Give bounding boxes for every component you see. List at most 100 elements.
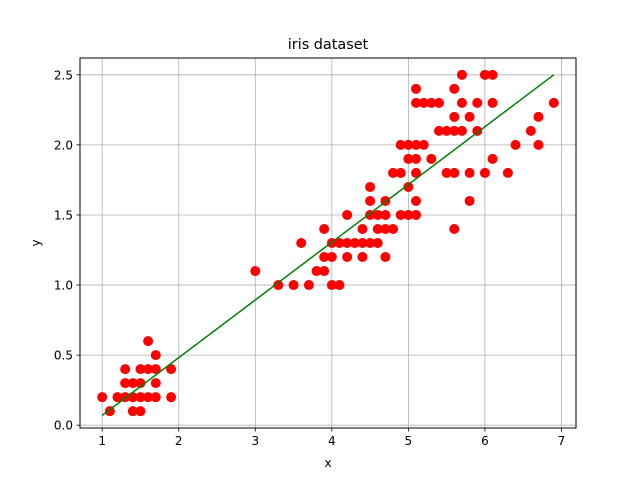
data-point bbox=[365, 181, 376, 192]
data-point bbox=[319, 252, 330, 263]
x-tick-label: 6 bbox=[481, 434, 489, 448]
data-point bbox=[464, 195, 475, 206]
data-point bbox=[273, 280, 284, 291]
data-point bbox=[150, 350, 161, 361]
data-point bbox=[250, 266, 261, 277]
data-point bbox=[411, 195, 422, 206]
data-point bbox=[533, 139, 544, 150]
data-point bbox=[104, 406, 115, 417]
data-point bbox=[456, 125, 467, 136]
data-point bbox=[380, 252, 391, 263]
data-point bbox=[365, 195, 376, 206]
data-point bbox=[357, 252, 368, 263]
data-point bbox=[319, 223, 330, 234]
data-point bbox=[120, 378, 131, 389]
data-point bbox=[150, 364, 161, 375]
y-tick-label: 2.0 bbox=[54, 138, 73, 152]
fit-line bbox=[101, 74, 555, 416]
data-point bbox=[456, 97, 467, 108]
data-point bbox=[411, 209, 422, 220]
data-point bbox=[143, 392, 154, 403]
data-point bbox=[166, 392, 177, 403]
data-point bbox=[166, 364, 177, 375]
data-point bbox=[150, 392, 161, 403]
data-point bbox=[403, 153, 414, 164]
y-tick-label: 1.5 bbox=[54, 208, 73, 222]
data-point bbox=[548, 97, 559, 108]
data-point bbox=[464, 111, 475, 122]
data-point bbox=[326, 252, 337, 263]
data-point bbox=[510, 139, 521, 150]
data-point bbox=[472, 97, 483, 108]
x-tick-label: 5 bbox=[405, 434, 413, 448]
fit-line-group bbox=[101, 74, 555, 416]
data-point bbox=[487, 153, 498, 164]
data-point bbox=[449, 125, 460, 136]
data-point bbox=[127, 406, 138, 417]
data-point bbox=[487, 97, 498, 108]
data-point bbox=[411, 83, 422, 94]
data-point bbox=[357, 223, 368, 234]
data-point bbox=[357, 238, 368, 248]
data-point bbox=[418, 97, 429, 108]
y-tick-label: 1.0 bbox=[54, 279, 73, 293]
data-point bbox=[342, 238, 353, 248]
data-point bbox=[311, 266, 322, 277]
data-point bbox=[97, 392, 108, 403]
data-point bbox=[479, 69, 490, 80]
x-axis-ticks: 1 2 3 4 5 6 7 bbox=[98, 428, 565, 448]
data-point bbox=[403, 181, 414, 192]
data-point bbox=[449, 83, 460, 94]
data-point bbox=[395, 209, 406, 220]
data-point bbox=[426, 97, 437, 108]
x-tick-label: 7 bbox=[558, 434, 566, 448]
data-point bbox=[388, 223, 399, 234]
axes-frame bbox=[79, 57, 577, 429]
data-point bbox=[487, 69, 498, 80]
x-tick-label: 4 bbox=[328, 434, 336, 448]
data-point bbox=[135, 364, 146, 375]
y-tick-label: 0.0 bbox=[54, 419, 73, 433]
data-point bbox=[403, 139, 414, 150]
data-point bbox=[502, 167, 513, 178]
data-point bbox=[395, 167, 406, 178]
data-point bbox=[403, 209, 414, 220]
data-point bbox=[380, 209, 391, 220]
data-point bbox=[334, 280, 345, 291]
data-point bbox=[464, 167, 475, 178]
data-point bbox=[456, 69, 467, 80]
data-point bbox=[411, 97, 422, 108]
data-point bbox=[150, 378, 161, 389]
data-point bbox=[334, 238, 345, 248]
data-point bbox=[433, 125, 444, 136]
x-tick-label: 3 bbox=[251, 434, 259, 448]
x-tick-label: 1 bbox=[98, 434, 106, 448]
data-point bbox=[342, 209, 353, 220]
data-point bbox=[380, 223, 391, 234]
data-point bbox=[411, 167, 422, 178]
data-point bbox=[288, 280, 299, 291]
data-point bbox=[433, 97, 444, 108]
data-point bbox=[426, 153, 437, 164]
data-point bbox=[326, 280, 337, 291]
data-point bbox=[418, 139, 429, 150]
data-point bbox=[449, 223, 460, 234]
data-point bbox=[135, 406, 146, 417]
data-point bbox=[143, 364, 154, 375]
data-point bbox=[120, 364, 131, 375]
chart-title: iris dataset bbox=[288, 37, 369, 53]
data-point bbox=[365, 209, 376, 220]
x-tick-label: 2 bbox=[175, 434, 183, 448]
y-axis-ticks: 0.0 0.5 1.0 1.5 2.0 2.5 bbox=[54, 68, 80, 433]
data-marks bbox=[97, 69, 559, 417]
data-point bbox=[395, 139, 406, 150]
data-point bbox=[135, 392, 146, 403]
data-point bbox=[525, 125, 536, 136]
grid bbox=[80, 58, 576, 428]
data-point bbox=[441, 167, 452, 178]
data-point bbox=[388, 167, 399, 178]
data-point bbox=[349, 238, 360, 248]
data-point bbox=[365, 238, 376, 248]
data-point bbox=[449, 111, 460, 122]
